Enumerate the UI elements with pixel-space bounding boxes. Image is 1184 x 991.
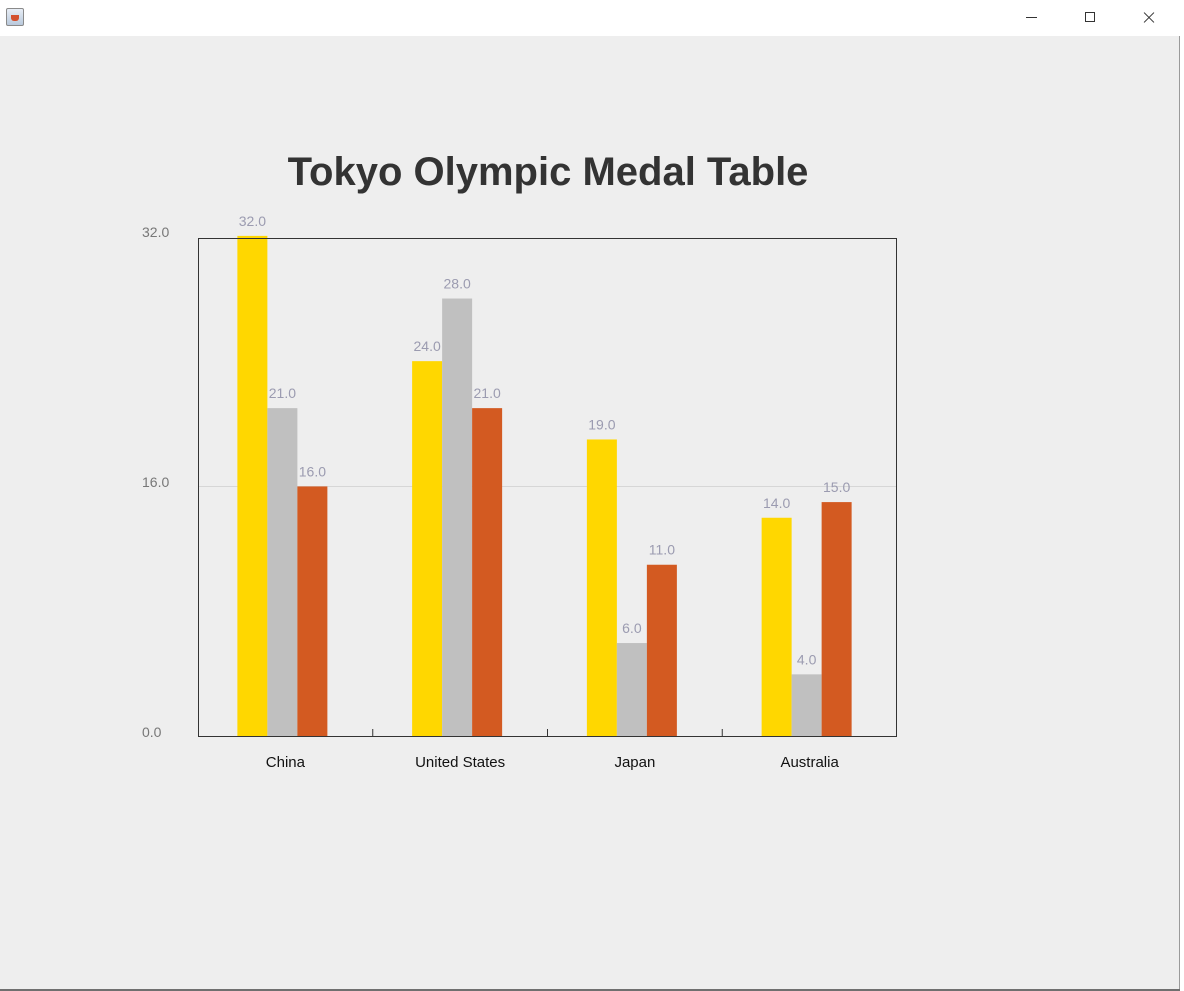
y-tick-label: 0.0 xyxy=(142,724,162,740)
window-border-right xyxy=(1180,36,1184,991)
y-tick-label: 32.0 xyxy=(142,224,169,240)
bar xyxy=(472,408,503,737)
y-tick-label: 16.0 xyxy=(142,474,169,490)
data-label: 19.0 xyxy=(588,416,615,432)
bar xyxy=(791,674,822,737)
minimize-icon[interactable] xyxy=(1003,0,1061,36)
bar xyxy=(616,643,647,737)
data-label: 32.0 xyxy=(239,213,266,229)
data-label: 21.0 xyxy=(269,385,296,401)
data-label: 14.0 xyxy=(763,495,790,511)
maximize-icon[interactable] xyxy=(1061,0,1119,36)
bar xyxy=(646,564,677,737)
bar xyxy=(412,361,443,737)
window-border xyxy=(1179,36,1180,991)
data-label: 6.0 xyxy=(622,620,642,636)
x-tick-label: United States xyxy=(415,754,505,771)
java-cup-icon xyxy=(6,8,24,26)
x-tick-label: Australia xyxy=(780,754,839,771)
bar xyxy=(821,502,852,737)
data-label: 11.0 xyxy=(649,542,675,558)
plot-frame xyxy=(198,238,897,737)
bar xyxy=(761,517,792,737)
bar xyxy=(586,439,617,737)
x-tick-label: Japan xyxy=(614,754,655,771)
chart-title: Tokyo Olympic Medal Table xyxy=(287,150,809,194)
data-label: 24.0 xyxy=(414,338,441,354)
data-label: 28.0 xyxy=(444,276,471,292)
data-label: 4.0 xyxy=(797,651,817,667)
bar xyxy=(297,486,328,737)
bar xyxy=(442,298,473,737)
data-label: 16.0 xyxy=(299,463,326,479)
bar xyxy=(237,235,268,737)
x-tick-label: China xyxy=(266,754,306,771)
window-border-bottom xyxy=(0,989,1180,991)
title-bar xyxy=(0,0,1184,36)
data-label: 21.0 xyxy=(474,385,501,401)
bar xyxy=(267,408,298,737)
data-label: 15.0 xyxy=(823,479,850,495)
